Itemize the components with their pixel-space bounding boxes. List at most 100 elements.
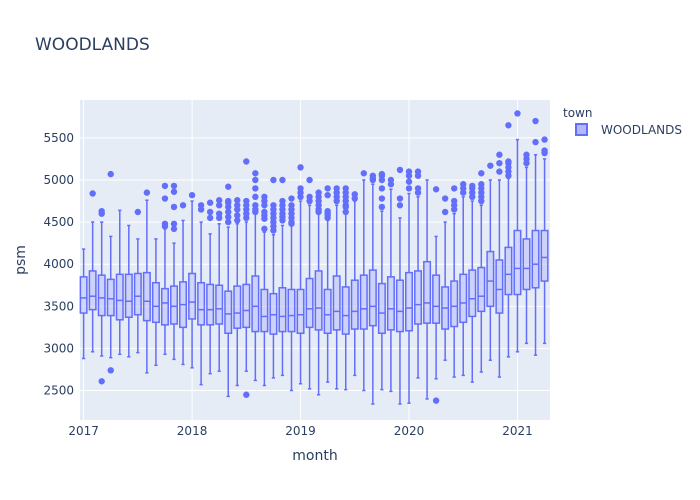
box-month-51[interactable] xyxy=(540,136,549,345)
box-month-17[interactable] xyxy=(233,197,242,387)
box-month-40[interactable] xyxy=(441,195,450,361)
box-month-2[interactable] xyxy=(97,207,106,385)
x-tick-label: 2020 xyxy=(394,424,425,438)
outlier-point xyxy=(170,203,178,211)
outlier-point xyxy=(234,202,241,209)
box-month-15[interactable] xyxy=(215,197,224,372)
box-month-10[interactable] xyxy=(169,182,179,361)
outlier-point xyxy=(206,199,214,206)
legend-title: town xyxy=(563,106,592,120)
box-iqr xyxy=(215,284,224,325)
box-iqr xyxy=(79,276,88,314)
box-month-47[interactable] xyxy=(504,122,513,358)
outlier-point xyxy=(288,195,295,202)
box-month-22[interactable] xyxy=(278,176,287,377)
box-month-33[interactable] xyxy=(377,170,386,391)
box-month-1[interactable] xyxy=(88,190,97,353)
box-month-18[interactable] xyxy=(242,158,251,398)
box-iqr xyxy=(495,259,504,314)
box-month-36[interactable] xyxy=(404,168,414,404)
outlier-point xyxy=(414,168,422,175)
outlier-point xyxy=(514,110,521,117)
box-month-37[interactable] xyxy=(414,168,423,379)
box-iqr xyxy=(305,277,314,329)
box-month-35[interactable] xyxy=(395,166,404,405)
box-month-27[interactable] xyxy=(323,185,332,383)
box-month-6[interactable] xyxy=(133,208,142,354)
outlier-point xyxy=(378,185,386,192)
box-month-0[interactable] xyxy=(79,248,88,360)
box-month-31[interactable] xyxy=(359,170,368,392)
outlier-point xyxy=(505,158,512,165)
box-month-25[interactable] xyxy=(305,176,314,390)
box-month-20[interactable] xyxy=(260,193,269,387)
outlier-point xyxy=(360,170,368,177)
outlier-point xyxy=(450,197,458,205)
box-month-44[interactable] xyxy=(477,170,486,373)
outlier-point xyxy=(170,188,178,195)
outlier-point xyxy=(243,197,250,205)
box-month-7[interactable] xyxy=(142,189,151,374)
outlier-point xyxy=(206,208,214,216)
box-iqr xyxy=(477,266,486,313)
box-iqr xyxy=(133,272,142,316)
box-month-41[interactable] xyxy=(450,185,459,378)
box-month-23[interactable] xyxy=(287,195,296,392)
box-month-16[interactable] xyxy=(224,183,233,398)
box-month-48[interactable] xyxy=(513,110,522,353)
box-month-11[interactable] xyxy=(179,202,188,366)
box-month-26[interactable] xyxy=(314,189,323,396)
box-month-46[interactable] xyxy=(495,151,504,378)
outlier-point xyxy=(234,212,241,219)
box-month-3[interactable] xyxy=(106,170,115,374)
box-month-24[interactable] xyxy=(296,164,305,385)
box-month-43[interactable] xyxy=(468,182,477,383)
box-iqr xyxy=(197,281,206,326)
outlier-point xyxy=(161,182,169,190)
box-iqr xyxy=(486,250,495,308)
legend-entry-woodlands[interactable]: WOODLANDS xyxy=(601,123,682,137)
box-month-29[interactable] xyxy=(341,185,350,391)
outlier-point xyxy=(98,378,105,385)
outlier-point xyxy=(243,391,250,398)
box-series-woodlands xyxy=(79,110,549,405)
box-month-14[interactable] xyxy=(206,199,215,375)
box-month-32[interactable] xyxy=(368,172,377,405)
box-month-13[interactable] xyxy=(197,202,206,386)
outlier-point xyxy=(532,117,539,125)
box-month-28[interactable] xyxy=(332,185,341,390)
box-iqr xyxy=(88,270,97,311)
box-month-50[interactable] xyxy=(531,117,540,356)
x-tick-label: 2017 xyxy=(68,424,99,438)
box-month-39[interactable] xyxy=(432,186,441,404)
box-month-34[interactable] xyxy=(386,176,395,393)
box-month-49[interactable] xyxy=(522,151,531,345)
box-month-21[interactable] xyxy=(269,176,278,379)
box-iqr xyxy=(169,285,179,325)
box-month-30[interactable] xyxy=(350,191,359,377)
box-month-45[interactable] xyxy=(486,162,495,361)
box-month-4[interactable] xyxy=(115,209,124,356)
box-month-12[interactable] xyxy=(188,191,197,369)
outlier-point xyxy=(107,170,114,178)
outlier-point xyxy=(324,191,331,199)
box-iqr xyxy=(160,287,169,326)
outlier-point xyxy=(369,172,377,179)
box-month-42[interactable] xyxy=(459,181,468,377)
x-tick-label: 2018 xyxy=(177,424,208,438)
outlier-point xyxy=(270,202,277,209)
box-iqr xyxy=(341,286,350,335)
box-iqr xyxy=(269,292,278,335)
box-iqr xyxy=(233,285,242,329)
box-month-38[interactable] xyxy=(423,179,432,400)
legend-swatch[interactable] xyxy=(575,123,588,136)
outlier-point xyxy=(107,367,114,374)
box-month-5[interactable] xyxy=(124,224,133,358)
box-iqr xyxy=(242,283,251,329)
legend[interactable]: town WOODLANDS xyxy=(563,106,682,137)
box-month-8[interactable] xyxy=(151,238,160,367)
box-month-19[interactable] xyxy=(251,170,260,382)
box-iqr xyxy=(106,278,115,317)
outlier-point xyxy=(252,185,259,192)
box-month-9[interactable] xyxy=(160,182,169,356)
